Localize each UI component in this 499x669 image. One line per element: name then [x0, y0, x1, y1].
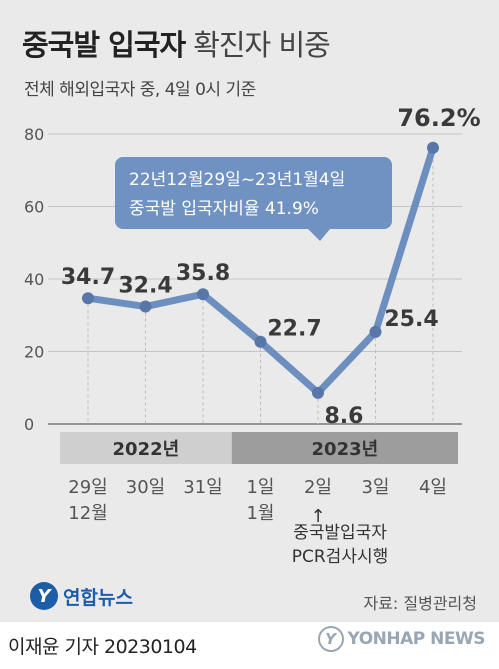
- year-band: [231, 432, 458, 464]
- byline: 이재윤 기자 20230104: [8, 636, 197, 658]
- data-label: 8.6: [325, 404, 364, 429]
- data-point: [369, 325, 382, 338]
- yonhap-logo-icon: Y: [30, 582, 58, 610]
- data-label: 76.2%: [397, 104, 480, 132]
- year-band: [60, 432, 232, 464]
- data-label: 22.7: [267, 317, 321, 342]
- data-point: [139, 300, 152, 313]
- footer-bar: [0, 622, 499, 669]
- y-tick-label: 20: [24, 343, 44, 362]
- x-tick-label: 29일 12월: [68, 477, 107, 524]
- y-tick-label: 40: [24, 270, 44, 289]
- x-tick-label: 1일 1월: [246, 477, 274, 524]
- annotation-line1: 중국발입국자: [293, 523, 387, 543]
- chart-subtitle: 전체 해외입국자 중, 4일 0시 기준: [24, 80, 256, 100]
- y-tick-label: 60: [24, 198, 44, 217]
- y-tick-label: 0: [24, 415, 34, 434]
- annotation-arrow: ↑: [310, 506, 325, 527]
- data-label: 34.7: [61, 265, 115, 290]
- title-main: 중국발 입국자: [22, 28, 186, 62]
- yonhap-news-logo: Y YONHAP NEWS: [317, 626, 486, 652]
- year-band-label: 2022년: [113, 439, 180, 460]
- callout-text-line1: 22년12월29일~23년1월4일: [129, 170, 345, 190]
- data-point: [427, 141, 439, 154]
- chart-title: 중국발 입국자 확진자 비중: [22, 22, 331, 64]
- x-tick-label: 31일: [183, 477, 222, 498]
- x-tick-label: 3일: [361, 477, 389, 498]
- x-tick-label: 4일: [419, 477, 447, 498]
- globe-icon: Y: [317, 626, 344, 652]
- year-band-label: 2023년: [312, 439, 379, 460]
- x-tick-label: 2일: [304, 477, 332, 498]
- yonhap-logo: Y 연합뉴스: [30, 582, 133, 610]
- data-point: [82, 292, 94, 305]
- data-label: 25.4: [384, 307, 438, 332]
- data-point: [197, 288, 209, 301]
- y-tick-label: 80: [24, 125, 44, 144]
- title-sub: 확진자 비중: [193, 28, 331, 62]
- infographic-card: [0, 0, 499, 622]
- source-note: 자료: 질병관리청: [363, 594, 477, 613]
- callout-box: [115, 157, 392, 229]
- yonhap-logo-text: 연합뉴스: [63, 586, 133, 609]
- data-label: 32.4: [118, 274, 172, 299]
- data-point: [312, 386, 324, 399]
- yonhap-news-text: YONHAP NEWS: [347, 629, 486, 649]
- data-label: 35.8: [176, 261, 230, 286]
- callout-text-line2: 중국발 입국자비율 41.9%: [129, 199, 319, 219]
- line-chart: 0 20 40 60 80 2022년 2023년 29일 12월 30일 31일 1일 1월 2일 3…: [24, 104, 481, 567]
- x-tick-label: 30일: [126, 477, 165, 498]
- data-point: [254, 335, 267, 348]
- annotation-line2: PCR검사시행: [292, 547, 389, 567]
- callout-pointer: [308, 229, 330, 241]
